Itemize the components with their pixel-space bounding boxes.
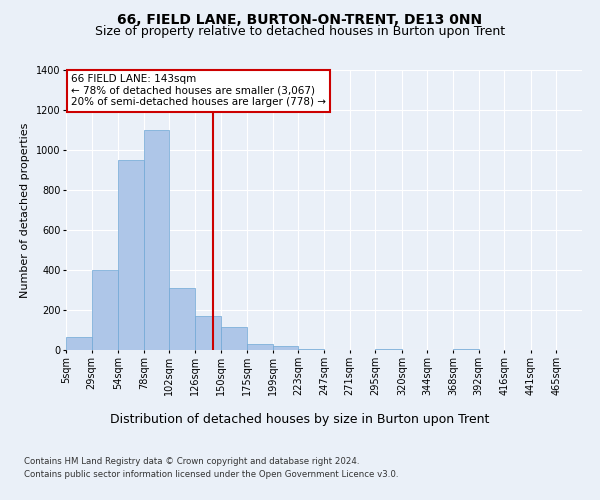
Text: Distribution of detached houses by size in Burton upon Trent: Distribution of detached houses by size … <box>110 412 490 426</box>
Bar <box>453 349 479 350</box>
Bar <box>118 160 144 350</box>
Text: Contains HM Land Registry data © Crown copyright and database right 2024.: Contains HM Land Registry data © Crown c… <box>24 458 359 466</box>
Bar <box>221 327 247 350</box>
Bar <box>298 349 324 350</box>
Bar <box>273 346 298 350</box>
Bar <box>144 130 169 350</box>
Bar <box>375 349 402 350</box>
Bar <box>66 337 92 350</box>
Y-axis label: Number of detached properties: Number of detached properties <box>20 122 30 298</box>
Text: Size of property relative to detached houses in Burton upon Trent: Size of property relative to detached ho… <box>95 25 505 38</box>
Bar <box>195 316 221 350</box>
Text: 66 FIELD LANE: 143sqm
← 78% of detached houses are smaller (3,067)
20% of semi-d: 66 FIELD LANE: 143sqm ← 78% of detached … <box>71 74 326 108</box>
Text: Contains public sector information licensed under the Open Government Licence v3: Contains public sector information licen… <box>24 470 398 479</box>
Text: 66, FIELD LANE, BURTON-ON-TRENT, DE13 0NN: 66, FIELD LANE, BURTON-ON-TRENT, DE13 0N… <box>118 12 482 26</box>
Bar <box>247 344 273 350</box>
Bar <box>169 288 195 350</box>
Bar <box>92 270 118 350</box>
